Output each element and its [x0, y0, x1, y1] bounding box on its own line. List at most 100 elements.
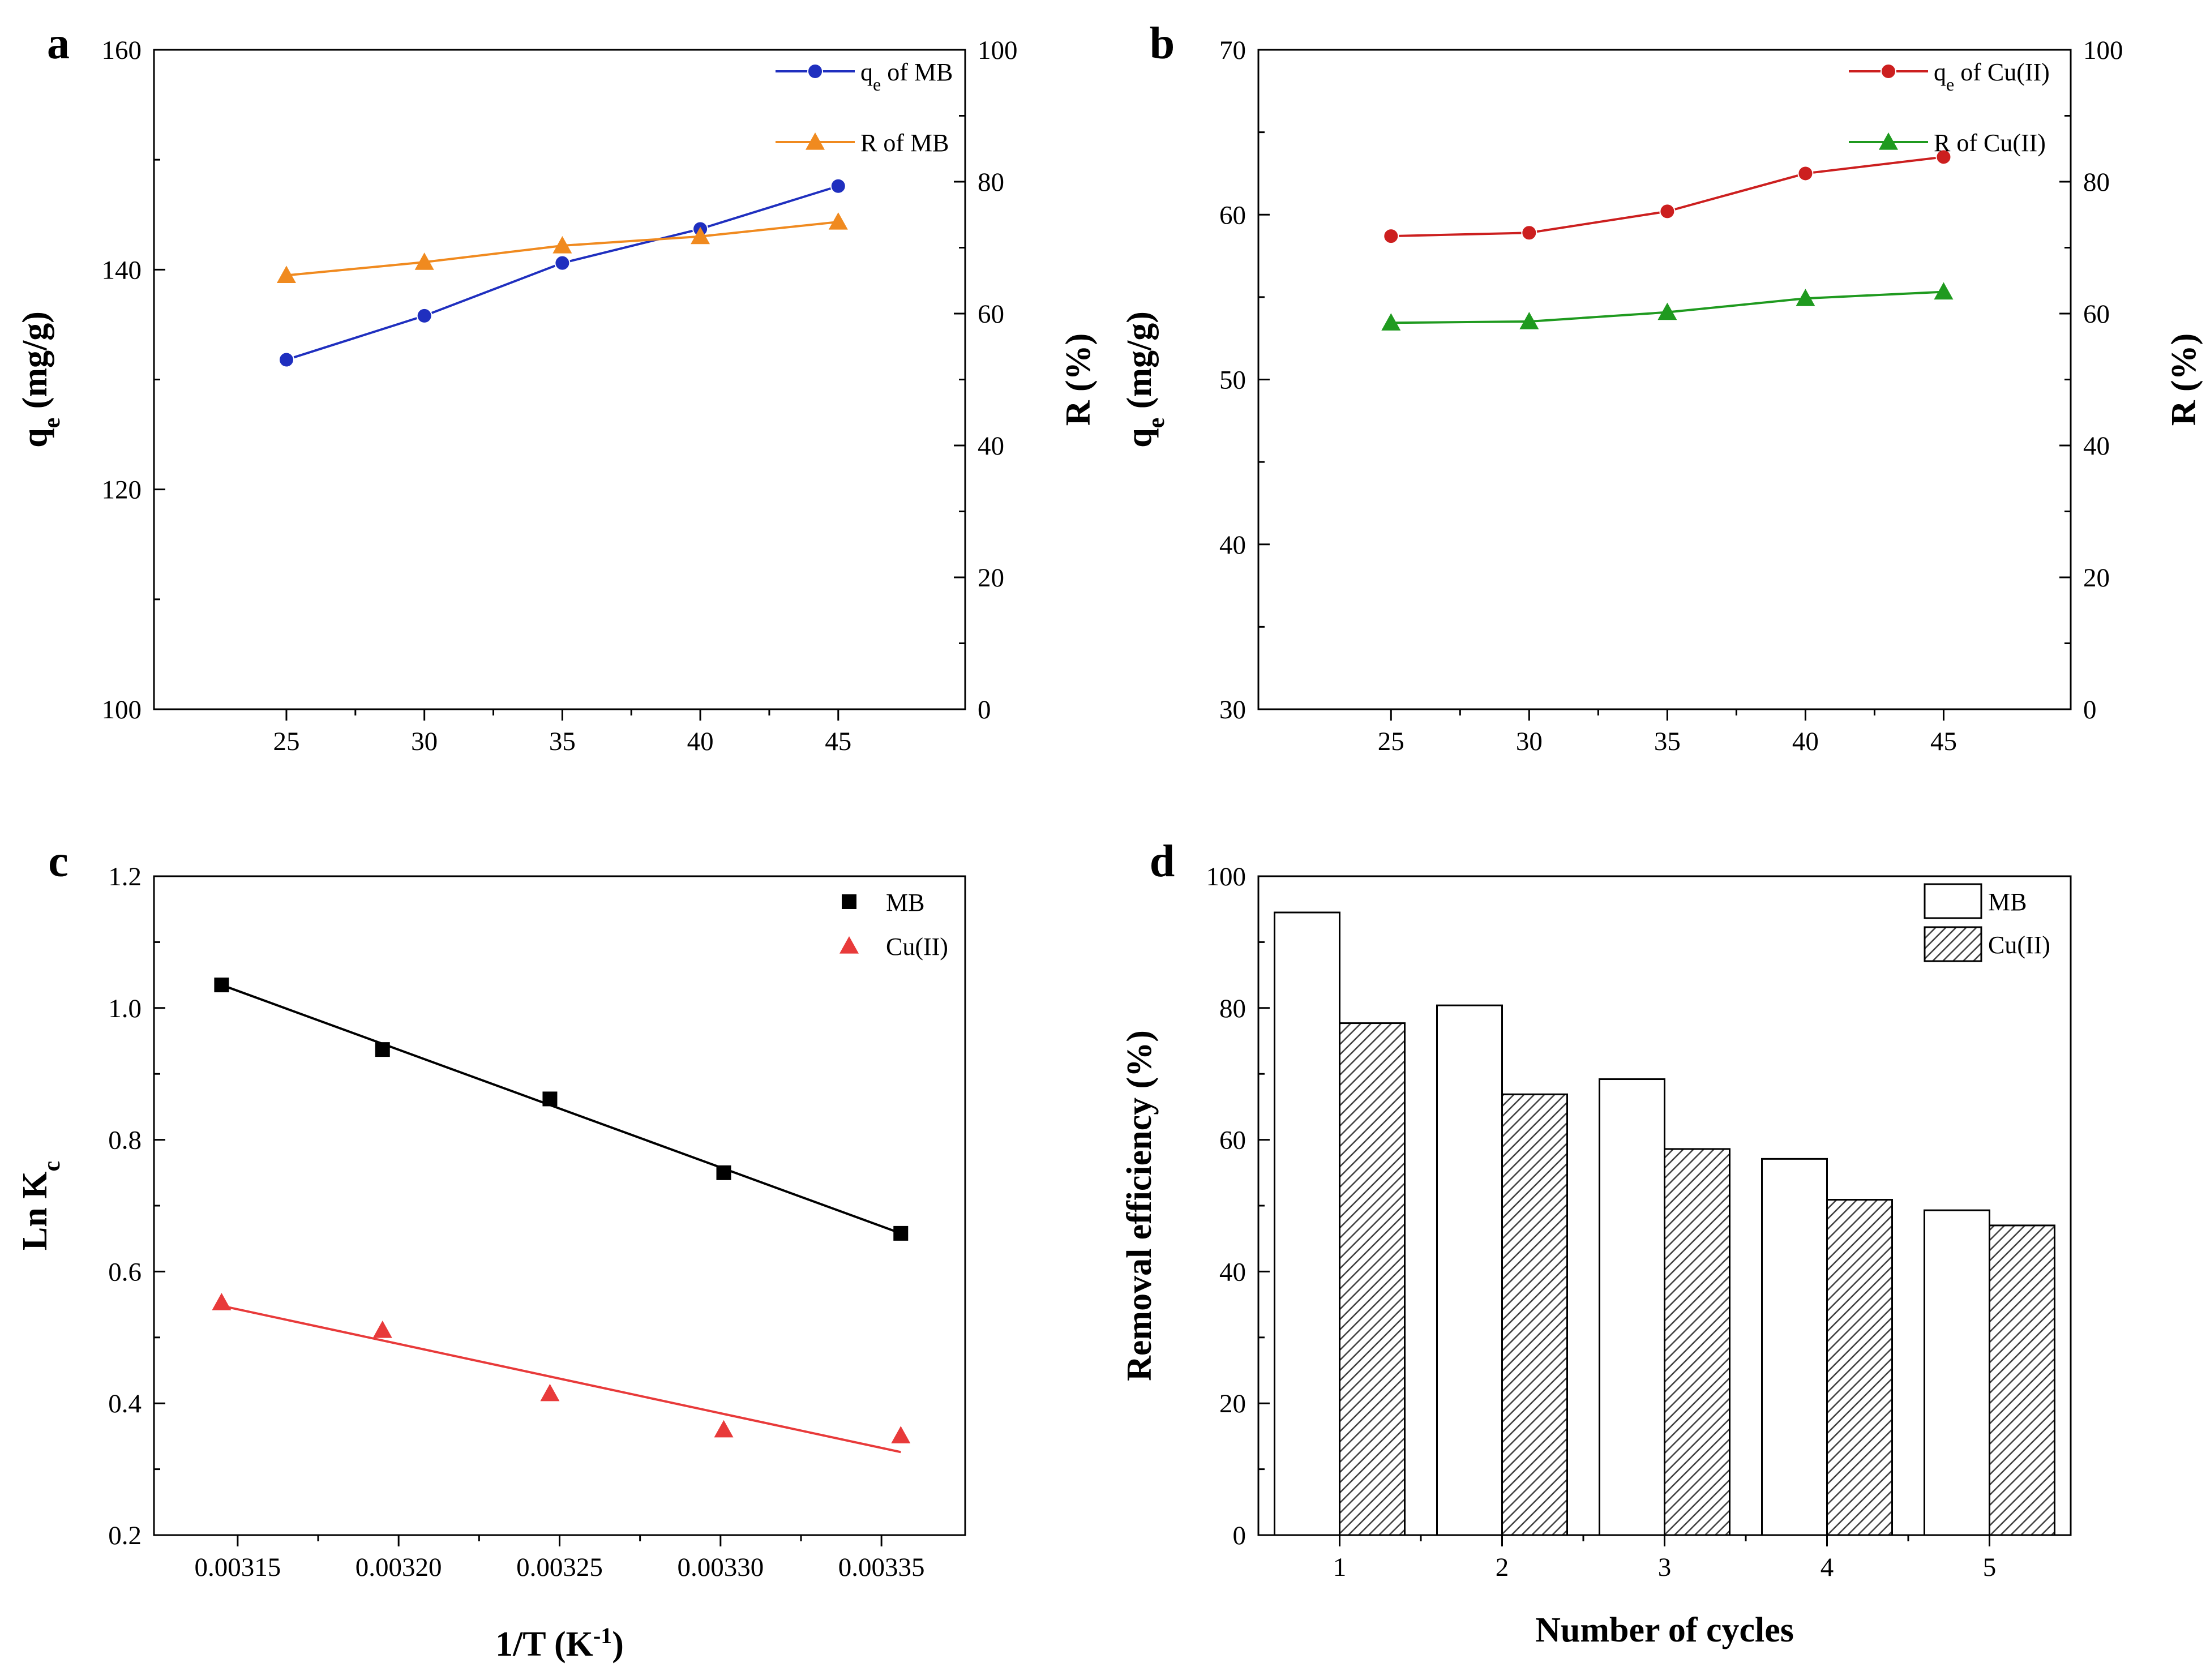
y-tick-label: 100: [1206, 862, 1247, 892]
panel-d: d 0 20 40 60 80 100 1 2 3 4 5 MB Cu(II) Number of cycl…: [1120, 837, 2072, 1649]
data-point: [1381, 313, 1401, 331]
series-0: [278, 178, 846, 368]
fit-line: [221, 984, 901, 1235]
legend-label: R of Cu(II): [1934, 129, 2046, 157]
x-tick-label: 30: [411, 727, 438, 756]
data-point: [276, 265, 296, 284]
data-point: [414, 252, 434, 270]
y2-tick-label: 100: [978, 36, 1018, 65]
panel-letter: b: [1150, 19, 1175, 68]
legend-label: qe of Cu(II): [1934, 58, 2050, 95]
x-tick-label: 1: [1333, 1553, 1347, 1582]
x-tick-label: 0.00320: [355, 1553, 442, 1582]
y-axis-title: Ln Kc: [16, 1161, 65, 1250]
x-tick-label: 30: [1516, 727, 1543, 756]
y-tick-label: 1.2: [108, 862, 142, 892]
x-axis-title: 1/T (K-1): [495, 1623, 624, 1664]
x-tick-label: 0.00335: [838, 1553, 925, 1582]
data-point: [691, 226, 710, 245]
data-point: [212, 1293, 232, 1310]
y2-tick-label: 80: [2083, 168, 2110, 197]
y-axis-title: qe (mg/g): [1120, 311, 1170, 448]
legend-label: qe of MB: [860, 58, 953, 95]
legend-marker: [807, 63, 823, 79]
data-point: [214, 978, 229, 993]
legend-label: Cu(II): [886, 933, 948, 961]
x-tick-label: 40: [687, 727, 714, 756]
legend-marker: [839, 936, 859, 954]
data-point: [552, 236, 572, 254]
x-tick-label: 25: [273, 727, 299, 756]
panel-a: a 100 120 140 160 0 20 40 60 80 100 25 30 35 40 45 qe (m…: [16, 19, 1098, 756]
y-tick-label: 0.2: [108, 1521, 142, 1550]
data-point: [1657, 302, 1677, 320]
y2-tick-label: 60: [2083, 299, 2110, 329]
y-tick-label: 0.4: [108, 1389, 142, 1418]
y-tick-label: 30: [1219, 695, 1246, 725]
data-point: [278, 352, 294, 368]
data-point: [1796, 289, 1815, 306]
legend-swatch: [1924, 883, 1982, 919]
y2-tick-label: 20: [978, 563, 1004, 593]
data-point: [1935, 149, 1952, 165]
y-tick-label: 0.6: [108, 1257, 142, 1287]
x-tick-label: 3: [1658, 1553, 1672, 1582]
panel-letter: a: [47, 19, 70, 68]
fit-line: [221, 1304, 901, 1454]
y-tick-label: 140: [102, 255, 142, 285]
legend-label: R of MB: [860, 129, 949, 157]
y2-tick-label: 60: [978, 299, 1004, 329]
x-tick-label: 45: [1930, 727, 1957, 756]
data-point: [893, 1225, 909, 1241]
data-point: [714, 1420, 734, 1438]
x-axis-title: Number of cycles: [1535, 1611, 1794, 1649]
y2-tick-label: 40: [2083, 431, 2110, 461]
y2-tick-label: 0: [2083, 695, 2097, 725]
legend-label: MB: [1988, 888, 2027, 916]
x-tick-label: 4: [1821, 1553, 1834, 1582]
y-tick-label: 40: [1219, 1257, 1246, 1287]
legend-marker: [806, 132, 825, 150]
panel-letter: d: [1150, 837, 1175, 886]
series-1: [1339, 1022, 2055, 1536]
data-point: [716, 1165, 731, 1180]
series-line: [286, 185, 839, 361]
y-tick-label: 60: [1219, 1126, 1246, 1155]
bar: [1826, 1199, 1893, 1536]
x-tick-label: 0.00325: [516, 1553, 603, 1582]
bar: [1599, 1078, 1665, 1536]
y-tick-label: 120: [102, 475, 142, 505]
plot-frame: [153, 875, 966, 1536]
y2-tick-label: 20: [2083, 563, 2110, 593]
x-tick-label: 2: [1496, 1553, 1509, 1582]
data-point: [416, 307, 432, 324]
y-tick-label: 0.8: [108, 1126, 142, 1155]
x-tick-label: 35: [549, 727, 576, 756]
data-point: [372, 1320, 392, 1338]
bar: [1761, 1158, 1828, 1536]
series-1: [1381, 282, 1954, 331]
x-tick-label: 0.00315: [194, 1553, 281, 1582]
data-point: [1659, 203, 1676, 220]
y2-axis-title: R (%): [1059, 333, 1098, 426]
data-point: [542, 1091, 558, 1107]
y-tick-label: 0: [1233, 1521, 1247, 1550]
y-tick-label: 20: [1219, 1389, 1246, 1418]
legend-label: MB: [886, 889, 924, 916]
x-tick-label: 25: [1378, 727, 1404, 756]
y2-tick-label: 0: [978, 695, 991, 725]
series-0: [1383, 149, 1952, 245]
bar: [1924, 1209, 1990, 1536]
data-point: [830, 178, 846, 194]
series-line: [1391, 156, 1944, 238]
legend-marker: [1881, 63, 1896, 79]
series-0: [214, 978, 909, 1241]
data-point: [1934, 282, 1954, 300]
panel-letter: c: [48, 837, 68, 886]
series-0: [1274, 911, 1990, 1536]
y-tick-label: 80: [1219, 994, 1246, 1023]
y-tick-label: 100: [102, 695, 142, 725]
x-tick-label: 45: [825, 727, 851, 756]
y2-tick-label: 100: [2083, 36, 2123, 65]
bar: [1501, 1093, 1568, 1536]
